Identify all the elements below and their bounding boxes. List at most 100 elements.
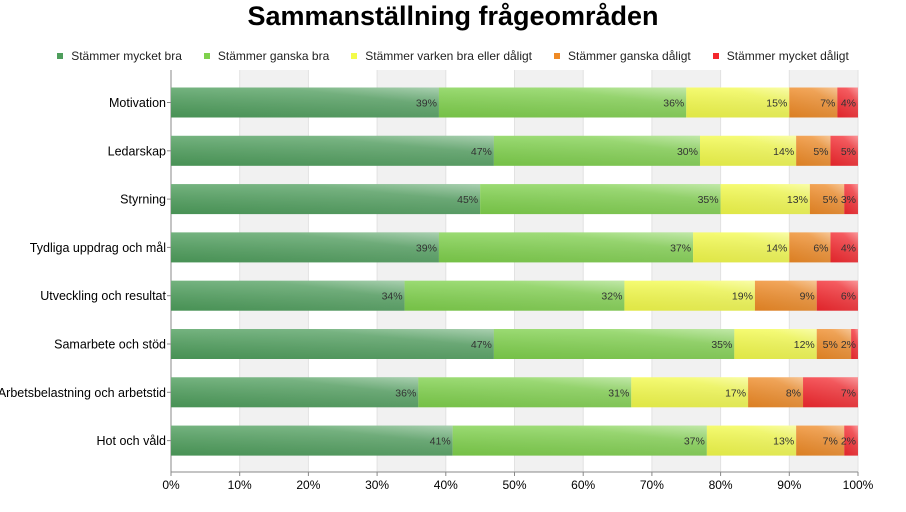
legend-item: Stämmer mycket bra	[57, 49, 182, 63]
data-label: 7%	[823, 436, 838, 448]
bar-shade	[754, 280, 817, 311]
x-tick-label: 80%	[709, 478, 733, 492]
data-label: 37%	[670, 242, 691, 254]
x-tick-label: 90%	[777, 478, 801, 492]
bar-shade	[686, 87, 790, 118]
data-label: 47%	[471, 146, 492, 158]
data-label: 30%	[677, 146, 698, 158]
bar-shade	[418, 377, 632, 408]
x-tick-label: 70%	[640, 478, 664, 492]
bar-shade	[171, 329, 494, 359]
bar-shade	[480, 184, 721, 215]
bar-shade	[830, 135, 858, 166]
bar-shade	[171, 280, 405, 311]
bar-shade	[171, 87, 439, 118]
bar-shade	[438, 232, 694, 263]
data-label: 36%	[395, 387, 416, 399]
bar-shade	[493, 135, 700, 166]
legend-swatch	[57, 53, 64, 59]
data-label: 9%	[800, 291, 815, 303]
data-label: 7%	[820, 98, 835, 110]
x-tick-label: 60%	[571, 478, 595, 492]
data-label: 14%	[766, 242, 787, 254]
category-label: Samarbete och stöd	[54, 338, 166, 352]
data-label: 39%	[416, 242, 437, 254]
data-label: 17%	[725, 387, 746, 399]
bar-shade	[796, 425, 845, 456]
bar-shade	[631, 377, 749, 408]
x-tick-label: 100%	[843, 478, 874, 492]
legend-label: Stämmer ganska bra	[217, 49, 330, 63]
data-label: 36%	[663, 98, 684, 110]
grid-band	[239, 70, 309, 472]
data-label: 6%	[813, 242, 828, 254]
bar-shade	[171, 425, 453, 456]
bar-shade	[844, 184, 858, 215]
data-label: 14%	[773, 146, 794, 158]
data-label: 32%	[601, 291, 622, 303]
bar-shade	[404, 280, 625, 311]
bar-shade	[844, 425, 858, 456]
bar-shade	[452, 425, 707, 456]
data-label: 35%	[698, 194, 719, 206]
category-label: Utveckling och resultat	[40, 289, 166, 303]
legend-swatch	[351, 53, 358, 59]
bar-shade	[830, 232, 858, 263]
legend-label: Stämmer mycket dåligt	[726, 49, 849, 63]
x-tick-label: 30%	[365, 478, 389, 492]
data-label: 5%	[823, 194, 838, 206]
bar-shade	[493, 329, 735, 359]
data-label: 35%	[711, 339, 732, 351]
data-label: 15%	[766, 98, 787, 110]
bar-shade	[837, 87, 858, 118]
bar-shade	[789, 232, 831, 263]
data-label: 34%	[382, 291, 403, 303]
data-label: 13%	[773, 436, 794, 448]
category-label: Tydliga uppdrag och mål	[30, 241, 166, 255]
bar-shade	[171, 184, 481, 215]
legend-label: Stämmer ganska dåligt	[568, 49, 691, 63]
data-label: 5%	[841, 146, 856, 158]
bar-shade	[851, 329, 858, 359]
x-tick-label: 50%	[502, 478, 526, 492]
data-label: 6%	[841, 291, 856, 303]
legend-swatch	[203, 53, 210, 59]
category-label: Motivation	[109, 96, 166, 110]
bar-shade	[171, 377, 419, 408]
data-label: 37%	[684, 436, 705, 448]
legend: Stämmer mycket bra Stämmer ganska bra Stäm…	[0, 49, 906, 63]
legend-item: Stämmer ganska bra	[203, 49, 330, 63]
data-label: 13%	[787, 194, 808, 206]
data-label: 45%	[457, 194, 478, 206]
data-label: 8%	[786, 387, 801, 399]
data-label: 3%	[841, 194, 856, 206]
grid-band	[377, 70, 446, 472]
category-label: Styrning	[120, 193, 166, 207]
bar-shade	[809, 184, 845, 215]
data-label: 5%	[823, 339, 838, 351]
x-tick-label: 40%	[434, 478, 458, 492]
bar-shade	[734, 329, 817, 359]
category-label: Arbetsbelastning och arbetstid	[0, 386, 166, 400]
data-label: 12%	[794, 339, 815, 351]
data-label: 2%	[841, 436, 856, 448]
x-tick-label: 10%	[228, 478, 252, 492]
bar-shade	[693, 232, 790, 263]
legend-item: Stämmer ganska dåligt	[554, 49, 691, 63]
data-label: 5%	[813, 146, 828, 158]
bar-shade	[706, 425, 797, 456]
data-label: 4%	[841, 242, 856, 254]
category-label: Ledarskap	[108, 144, 166, 158]
bar-shade	[171, 135, 494, 166]
legend-item: Stämmer mycket dåligt	[712, 49, 849, 63]
bar-shade	[816, 329, 852, 359]
bar-shade	[171, 232, 439, 263]
data-label: 41%	[430, 436, 451, 448]
bar-shade	[720, 184, 810, 215]
bar-shade	[748, 377, 804, 408]
data-label: 4%	[841, 98, 856, 110]
bar-shade	[438, 87, 687, 118]
data-label: 31%	[608, 387, 629, 399]
bar-shade	[789, 87, 838, 118]
